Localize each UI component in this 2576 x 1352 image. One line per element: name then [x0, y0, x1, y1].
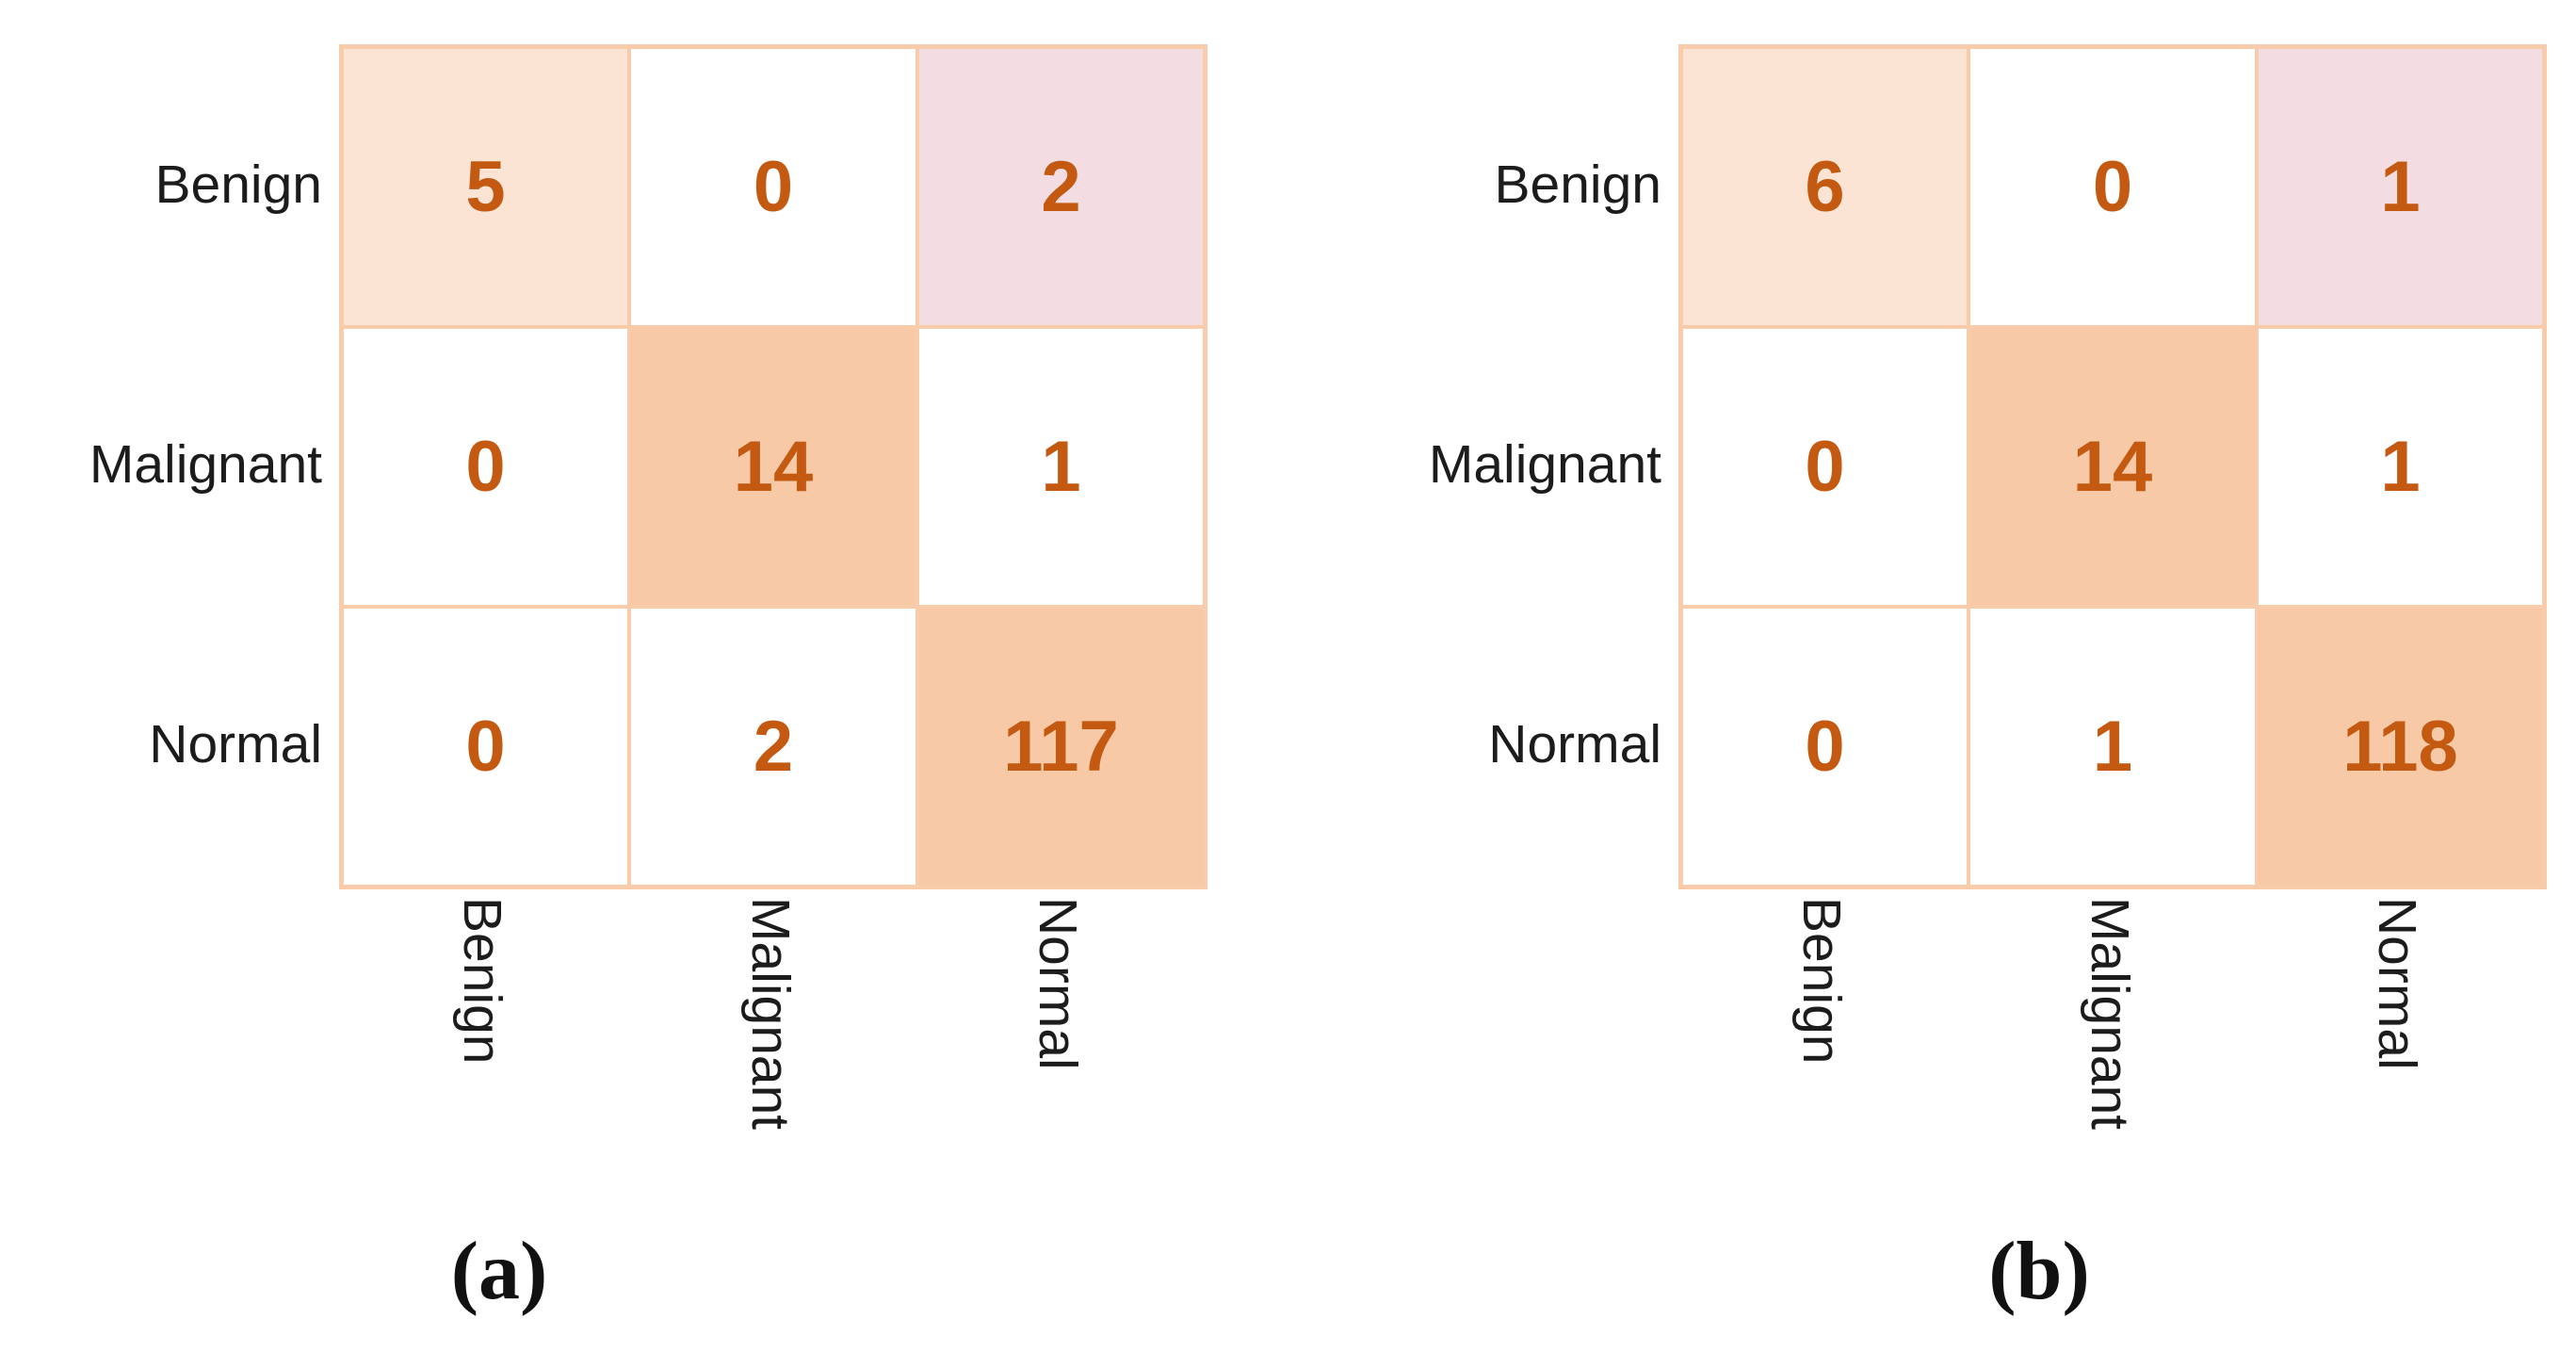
col-label-malignant: Malignant [740, 897, 801, 1131]
row-label-benign: Benign [1494, 154, 1662, 215]
matrix-cell: 0 [1681, 327, 1968, 607]
row-label-normal: Normal [1488, 713, 1661, 774]
matrix-cell: 0 [629, 47, 917, 327]
matrix-cell: 14 [1968, 327, 2257, 607]
panel-caption-a: (a) [450, 1226, 548, 1317]
matrix-cell: 1 [1968, 607, 2257, 887]
matrix-cell: 0 [342, 607, 629, 887]
matrix-cell: 6 [1681, 47, 1968, 327]
matrix-cell: 0 [342, 327, 629, 607]
matrix-cell: 2 [629, 607, 917, 887]
col-label-normal: Normal [1028, 897, 1088, 1070]
matrix-cell: 14 [629, 327, 917, 607]
matrix-cell: 118 [2257, 607, 2544, 887]
row-label-benign: Benign [154, 154, 323, 215]
matrix-cell: 0 [1681, 607, 1968, 887]
matrix-cell: 1 [917, 327, 1205, 607]
row-label-malignant: Malignant [89, 433, 322, 495]
matrix-cell: 5 [342, 47, 629, 327]
confusion-matrix-grid-b: 6 0 1 0 14 1 0 1 118 [1678, 44, 2547, 889]
row-label-normal: Normal [149, 713, 322, 774]
col-label-benign: Benign [452, 897, 512, 1065]
matrix-cell: 2 [917, 47, 1205, 327]
col-label-benign: Benign [1791, 897, 1852, 1065]
matrix-cell: 1 [2257, 327, 2544, 607]
matrix-cell: 1 [2257, 47, 2544, 327]
matrix-cell: 117 [917, 607, 1205, 887]
col-label-normal: Normal [2367, 897, 2427, 1070]
col-label-malignant: Malignant [2080, 897, 2140, 1131]
row-label-malignant: Malignant [1428, 433, 1661, 495]
confusion-matrix-grid-a: 5 0 2 0 14 1 0 2 117 [339, 44, 1207, 889]
panel-caption-b: (b) [1988, 1226, 2090, 1317]
matrix-cell: 0 [1968, 47, 2257, 327]
